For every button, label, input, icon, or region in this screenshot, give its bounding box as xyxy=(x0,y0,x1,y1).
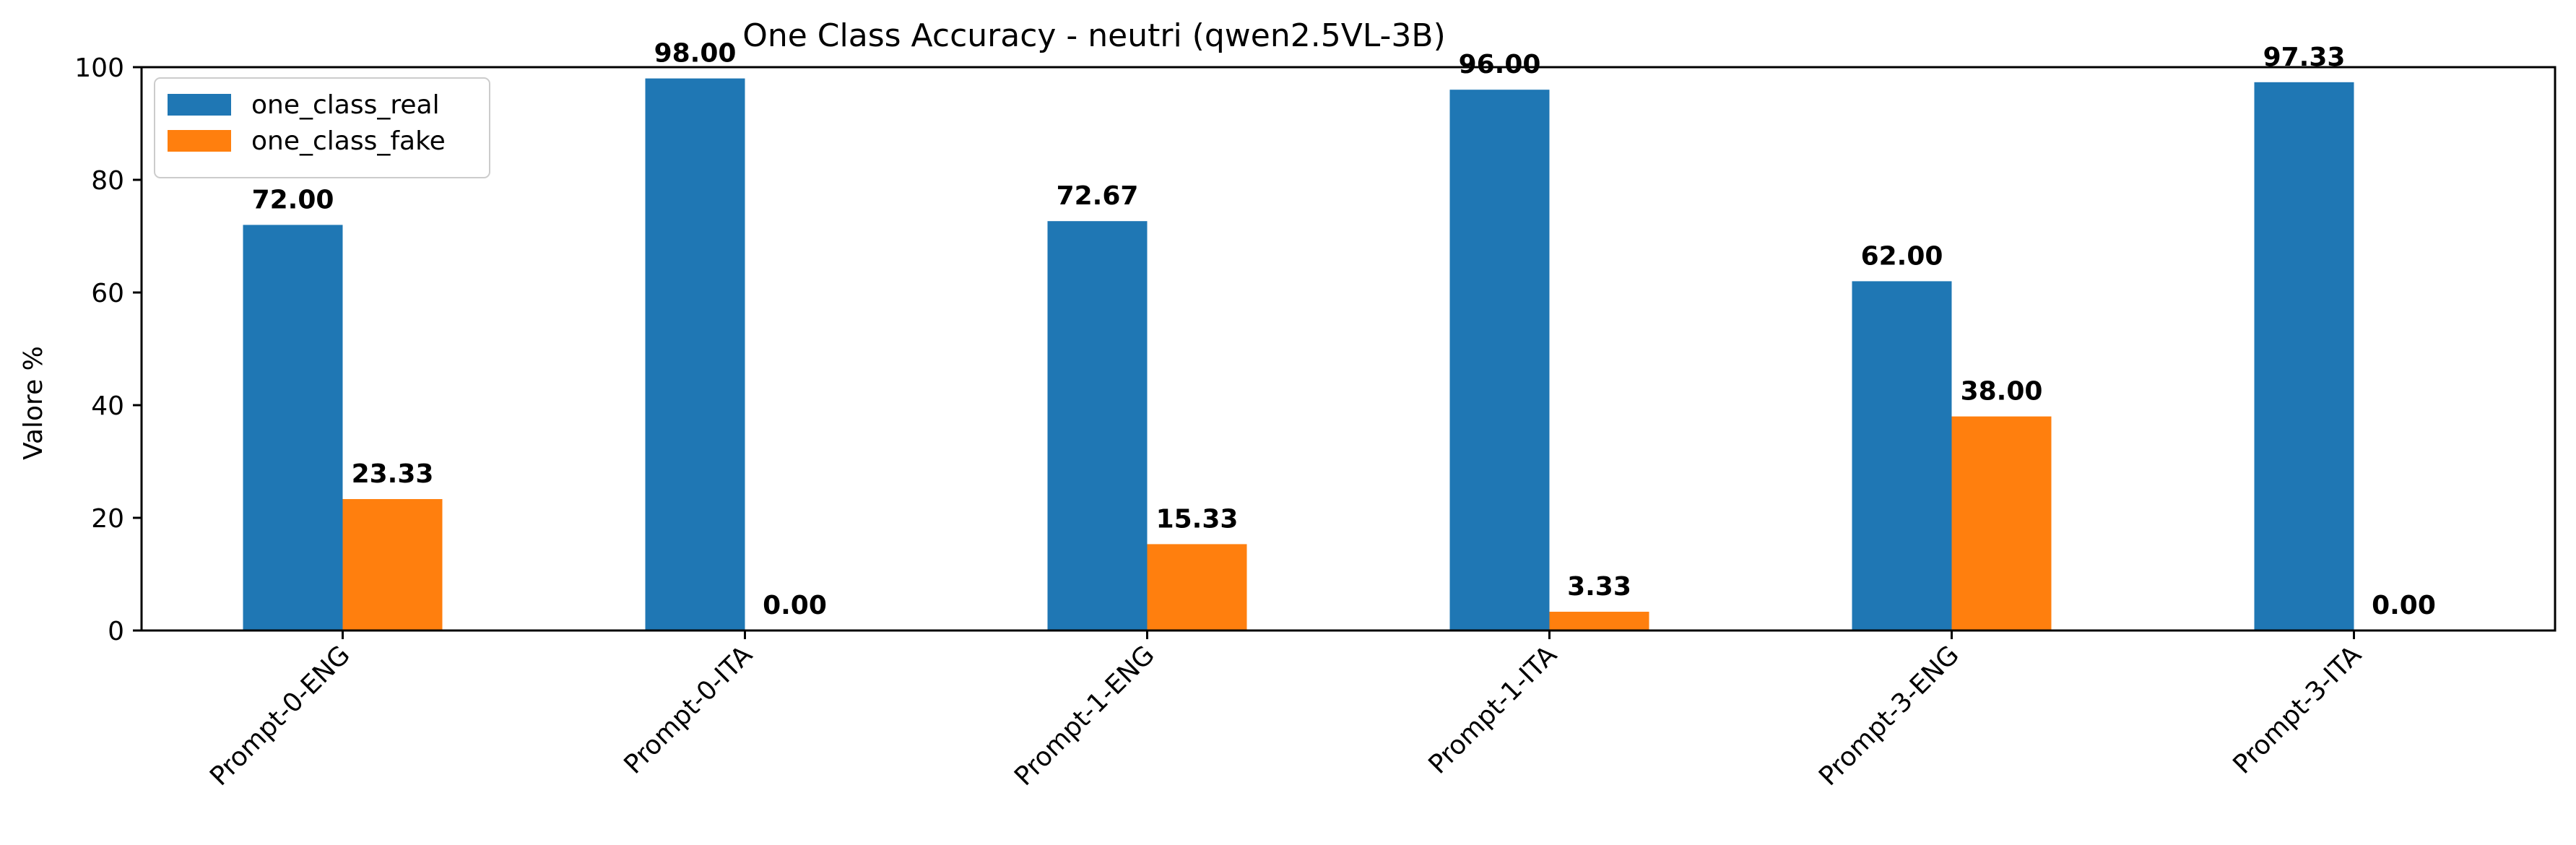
y-tick-label: 40 xyxy=(91,391,124,421)
data-label: 98.00 xyxy=(654,39,737,69)
bar-one_class_real xyxy=(645,78,745,631)
bar-one_class_fake xyxy=(1549,612,1649,630)
data-label: 15.33 xyxy=(1156,504,1239,534)
chart-title: One Class Accuracy - neutri (qwen2.5VL-3… xyxy=(742,17,1446,54)
bar-one_class_real xyxy=(1449,90,1550,630)
data-label: 38.00 xyxy=(1961,377,2043,407)
legend-swatch-one_class_fake xyxy=(168,130,231,152)
y-tick-label: 60 xyxy=(91,279,124,308)
plot-frame xyxy=(140,66,2557,632)
data-label: 23.33 xyxy=(352,459,434,489)
data-label: 0.00 xyxy=(2372,591,2436,620)
y-tick-label: 80 xyxy=(91,166,124,196)
y-tick-label: 100 xyxy=(74,53,124,83)
data-label: 62.00 xyxy=(1861,241,1943,271)
y-tick-label: 0 xyxy=(108,617,124,646)
bar-one_class_real xyxy=(2254,82,2354,631)
bar-one_class_real xyxy=(243,225,343,630)
bar-one_class_fake xyxy=(1147,544,1247,630)
legend-box xyxy=(154,77,490,178)
bar-one_class_fake xyxy=(342,499,443,630)
data-label: 96.00 xyxy=(1459,50,1541,79)
bar-one_class_real xyxy=(1852,281,1952,630)
data-label: 72.00 xyxy=(252,185,334,214)
legend-label: one_class_real xyxy=(251,90,440,120)
bar-one_class_real xyxy=(1047,221,1148,630)
legend-swatch-one_class_real xyxy=(168,94,231,116)
y-axis: 0 20 40 60 80 100 xyxy=(74,53,142,646)
y-axis-label: Valore % xyxy=(19,346,48,460)
legend: one_class_real one_class_fake xyxy=(154,77,490,178)
data-label: 3.33 xyxy=(1567,572,1631,602)
plot-area: 72.0098.0072.6796.0062.0097.3323.330.001… xyxy=(140,39,2557,632)
y-tick-label: 20 xyxy=(91,504,124,534)
data-label: 0.00 xyxy=(763,591,827,620)
legend-label: one_class_fake xyxy=(251,126,446,156)
data-label: 72.67 xyxy=(1057,181,1139,211)
bar-one_class_fake xyxy=(1951,416,2052,630)
